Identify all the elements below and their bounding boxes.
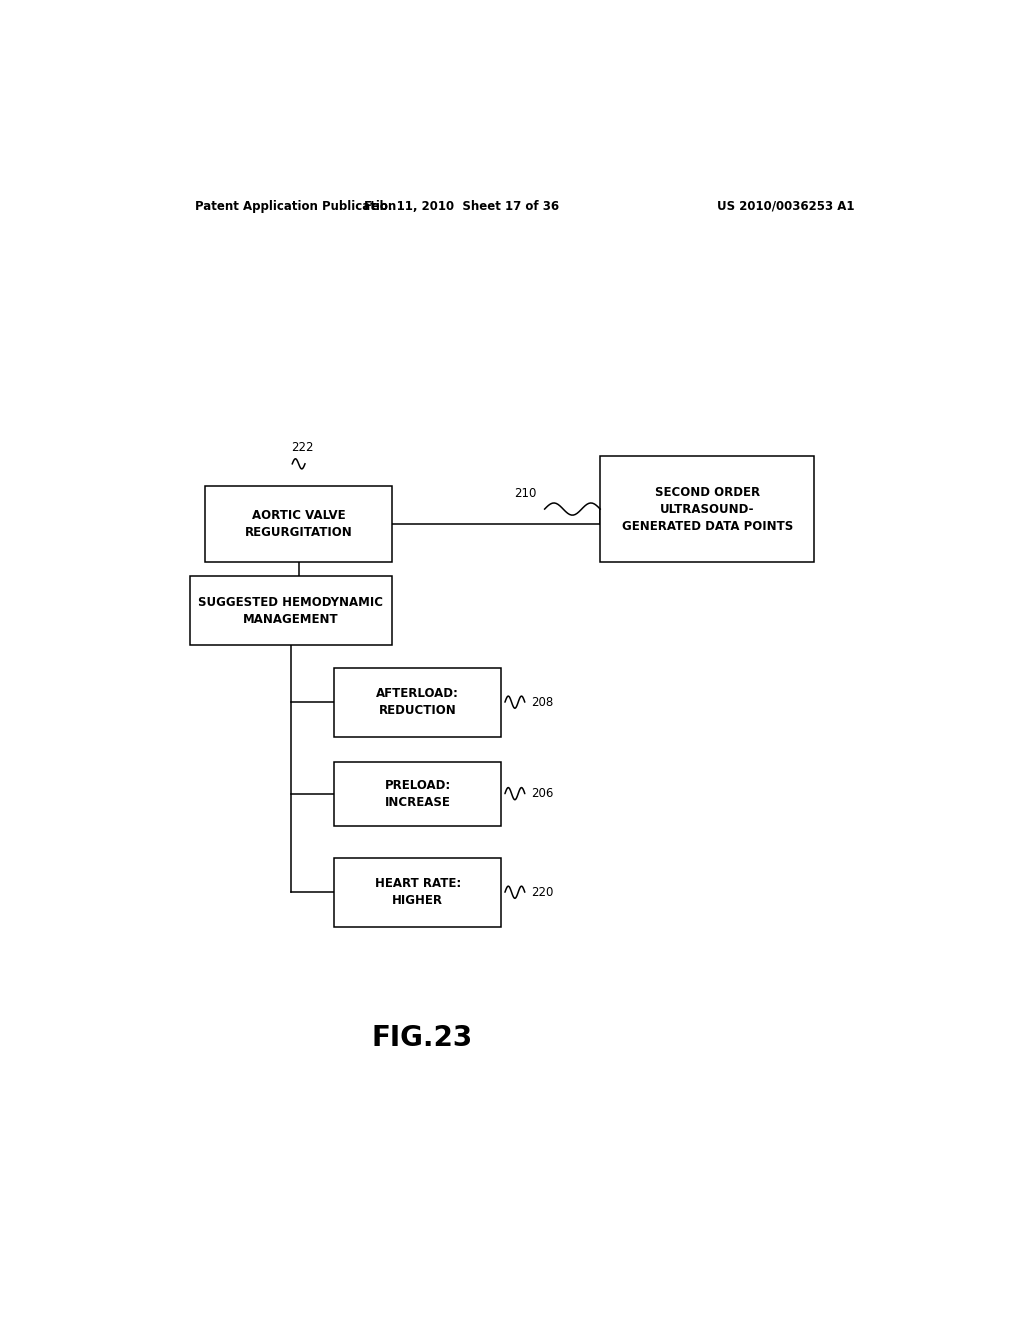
Text: PRELOAD:
INCREASE: PRELOAD: INCREASE: [385, 779, 451, 809]
Text: Patent Application Publication: Patent Application Publication: [196, 199, 396, 213]
FancyBboxPatch shape: [334, 668, 501, 737]
Text: 210: 210: [514, 487, 537, 500]
Text: 222: 222: [291, 441, 313, 454]
Text: 206: 206: [531, 787, 554, 800]
Text: 220: 220: [531, 886, 554, 899]
Text: AFTERLOAD:
REDUCTION: AFTERLOAD: REDUCTION: [376, 688, 459, 717]
FancyBboxPatch shape: [600, 455, 814, 562]
Text: HEART RATE:
HIGHER: HEART RATE: HIGHER: [375, 878, 461, 907]
Text: Feb. 11, 2010  Sheet 17 of 36: Feb. 11, 2010 Sheet 17 of 36: [364, 199, 559, 213]
FancyBboxPatch shape: [189, 576, 392, 645]
Text: 208: 208: [531, 696, 553, 709]
FancyBboxPatch shape: [206, 486, 392, 562]
Text: AORTIC VALVE
REGURGITATION: AORTIC VALVE REGURGITATION: [245, 510, 352, 540]
Text: SECOND ORDER
ULTRASOUND-
GENERATED DATA POINTS: SECOND ORDER ULTRASOUND- GENERATED DATA …: [622, 486, 793, 532]
FancyBboxPatch shape: [334, 762, 501, 826]
Text: FIG.23: FIG.23: [371, 1023, 472, 1052]
Text: SUGGESTED HEMODYNAMIC
MANAGEMENT: SUGGESTED HEMODYNAMIC MANAGEMENT: [199, 595, 383, 626]
Text: US 2010/0036253 A1: US 2010/0036253 A1: [717, 199, 854, 213]
FancyBboxPatch shape: [334, 858, 501, 927]
